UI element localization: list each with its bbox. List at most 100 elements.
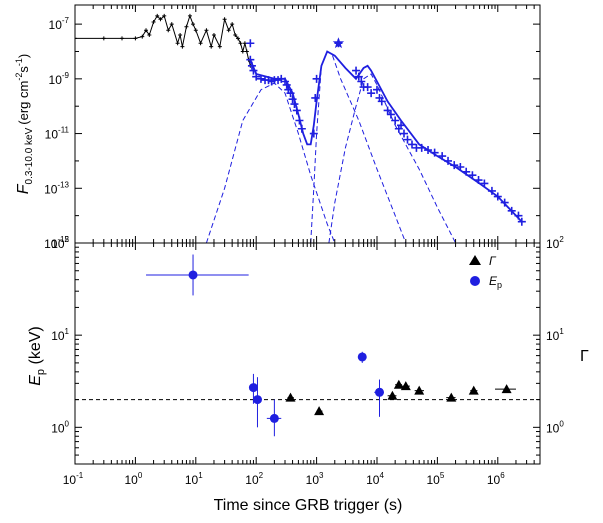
legend-label-gamma: Γ bbox=[489, 254, 497, 268]
prompt-data-point bbox=[180, 44, 185, 49]
prompt-data-point bbox=[140, 34, 145, 39]
prompt-data-point bbox=[244, 49, 249, 54]
x-tick-label: 100 bbox=[124, 471, 142, 487]
top-panel: 10-15 10-13 10-11 10-9 10-7 F0.3-10.0 keV(er… bbox=[14, 4, 541, 251]
y-tick-label: 10-11 bbox=[45, 126, 70, 142]
prompt-data-point bbox=[191, 22, 196, 27]
prompt-data-point bbox=[175, 41, 180, 46]
legend-circle-marker bbox=[470, 276, 480, 286]
prompt-data-point bbox=[238, 41, 243, 46]
model-fit-line bbox=[249, 50, 523, 223]
prompt-data-point bbox=[236, 36, 241, 41]
prompt-data-point bbox=[211, 33, 216, 38]
prompt-data-point bbox=[162, 13, 167, 18]
right-y-tick-label: 101 bbox=[546, 327, 564, 343]
x-tick-label: 101 bbox=[185, 471, 203, 487]
prompt-data-point bbox=[240, 49, 245, 54]
prompt-data-point bbox=[242, 41, 247, 46]
prompt-data-point bbox=[119, 36, 124, 41]
prompt-data-point bbox=[204, 28, 209, 33]
model-component-line bbox=[205, 82, 336, 243]
top-axis-ticks bbox=[74, 5, 541, 244]
prompt-data-point bbox=[155, 13, 160, 18]
gamma-point bbox=[285, 392, 296, 402]
xrt-data-point bbox=[357, 77, 366, 86]
bottom-panel-frame bbox=[74, 242, 541, 465]
y-tick-label: 102 bbox=[51, 235, 69, 251]
bottom-y-tick-labels: 100 101 102 100 101 102 bbox=[51, 235, 564, 435]
prompt-data-point bbox=[198, 41, 203, 46]
x-tick-label: 105 bbox=[426, 471, 444, 487]
y-tick-label: 10-7 bbox=[49, 16, 70, 32]
prompt-data-point bbox=[233, 33, 238, 38]
prompt-data-point bbox=[217, 44, 222, 49]
ep-point bbox=[248, 383, 258, 393]
gamma-point bbox=[501, 384, 512, 394]
top-plot-area bbox=[75, 13, 526, 243]
xrt-data-point bbox=[309, 129, 318, 138]
right-y-axis-title: Γ bbox=[580, 348, 589, 365]
gamma-point bbox=[387, 390, 398, 400]
bottom-y-axis-title: Ep (keV) bbox=[27, 326, 47, 385]
prompt-data-point bbox=[193, 28, 198, 33]
right-y-tick-label: 100 bbox=[546, 419, 564, 435]
x-tick-label: 103 bbox=[306, 471, 324, 487]
legend-label-ep: Ep bbox=[489, 274, 502, 290]
top-panel-frame bbox=[74, 4, 541, 244]
y-tick-label: 10-15 bbox=[44, 235, 69, 251]
prompt-data-point bbox=[101, 36, 106, 41]
xrt-data-point bbox=[352, 66, 361, 75]
prompt-data-point bbox=[230, 22, 235, 27]
x-axis-title: Time since GRB trigger (s) bbox=[214, 497, 403, 514]
prompt-data-point bbox=[166, 28, 171, 33]
prompt-data-point bbox=[75, 36, 77, 41]
xrt-data-point bbox=[367, 89, 376, 98]
x-tick-label: 106 bbox=[487, 471, 505, 487]
bottom-axis-ticks bbox=[74, 242, 541, 465]
gamma-point bbox=[468, 385, 479, 395]
x-tick-label: 10-1 bbox=[63, 471, 84, 487]
x-tick-labels: 10-1 100 101 102 103 104 105 106 bbox=[63, 471, 505, 487]
ep-point bbox=[188, 270, 198, 280]
xrt-data-point bbox=[246, 39, 255, 48]
prompt-data-point bbox=[133, 36, 138, 41]
prompt-data-point bbox=[151, 19, 156, 24]
x-tick-label: 102 bbox=[245, 471, 263, 487]
xrt-data-point bbox=[399, 129, 408, 138]
star-marker bbox=[332, 37, 345, 49]
gamma-point bbox=[314, 406, 325, 416]
prompt-data-point bbox=[222, 17, 227, 22]
gamma-point bbox=[414, 385, 425, 395]
ep-point bbox=[374, 387, 384, 397]
top-y-tick-labels: 10-15 10-13 10-11 10-9 10-7 bbox=[44, 16, 69, 251]
prompt-data-point bbox=[147, 33, 152, 38]
legend-triangle-marker bbox=[469, 255, 481, 265]
xrt-data-point bbox=[377, 97, 386, 106]
ep-point bbox=[269, 413, 279, 423]
prompt-lightcurve-line bbox=[75, 14, 251, 66]
prompt-data-point bbox=[178, 33, 183, 38]
prompt-data-point bbox=[144, 28, 149, 33]
x-tick-label: 104 bbox=[366, 471, 384, 487]
legend: Γ Ep bbox=[469, 254, 502, 290]
model-component-line bbox=[310, 50, 407, 243]
y-tick-label: 101 bbox=[51, 327, 69, 343]
gamma-point bbox=[400, 381, 411, 391]
xrt-data-point bbox=[288, 95, 297, 104]
bottom-plot-area bbox=[75, 254, 540, 437]
y-tick-label: 10-9 bbox=[49, 71, 70, 87]
prompt-data-point bbox=[209, 44, 214, 49]
prompt-data-point bbox=[226, 28, 231, 33]
right-y-tick-label: 102 bbox=[546, 235, 564, 251]
xrt-data-point bbox=[403, 135, 412, 144]
xrt-data-point bbox=[386, 110, 395, 119]
gamma-point bbox=[393, 379, 404, 389]
y-tick-label: 100 bbox=[51, 419, 69, 435]
y-tick-label: 10-13 bbox=[44, 180, 69, 196]
prompt-data-point bbox=[187, 13, 192, 18]
model-component-line bbox=[328, 73, 457, 243]
xrt-data-point bbox=[363, 83, 372, 92]
prompt-data-point bbox=[158, 17, 163, 22]
